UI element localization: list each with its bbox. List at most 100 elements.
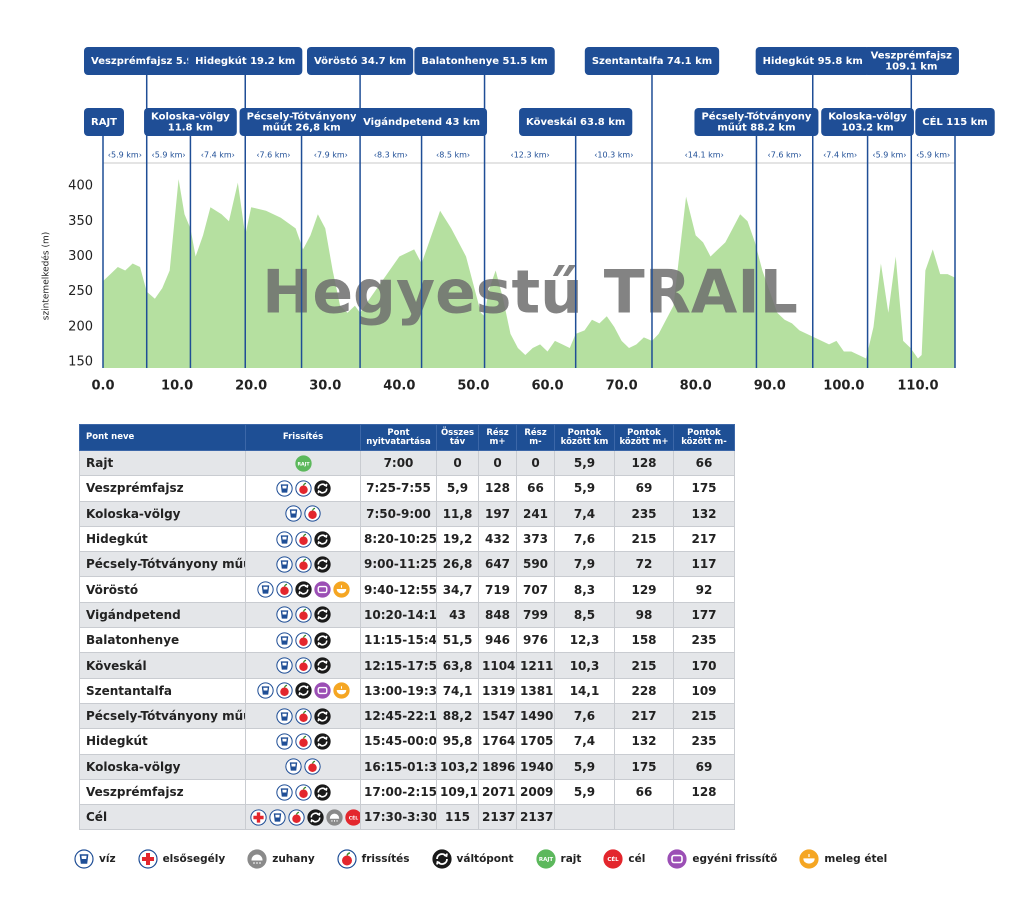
marker-label: Veszprémfajsz 5.9 km xyxy=(91,55,214,67)
marker-label: Vöröstó 34.7 km xyxy=(314,55,406,67)
icon-glyph xyxy=(302,710,306,714)
icon-glyph xyxy=(329,813,340,822)
icon-glyph xyxy=(283,583,287,587)
header-line: Frissítés xyxy=(282,432,324,442)
table-cell: 95,8 xyxy=(436,728,479,755)
table-cell: 17:00-2:15 xyxy=(360,778,437,806)
legend-label: egyéni frissítő xyxy=(692,853,778,865)
icon-glyph xyxy=(262,589,268,593)
icon xyxy=(431,849,452,869)
marker-label: Veszprémfajsz xyxy=(871,50,953,62)
table-cell: 132 xyxy=(673,500,735,527)
icon-bg xyxy=(294,682,312,699)
marker-label: 109.1 km xyxy=(885,62,937,73)
icon-bg xyxy=(313,783,331,801)
table-cell: 175 xyxy=(673,475,735,502)
icon-bg xyxy=(313,733,331,750)
table-cell: 9:00-11:25 xyxy=(360,551,437,578)
x-tick-label: 80.0 xyxy=(680,379,712,394)
marker-box xyxy=(84,47,222,75)
table-cell: 158 xyxy=(614,627,674,654)
marker-label: 103.2 km xyxy=(841,123,893,134)
icon-glyph xyxy=(289,762,298,771)
marker-box xyxy=(356,108,488,136)
point-name: Köveskál xyxy=(79,652,246,679)
table-cell: 10:20-14:10 xyxy=(360,601,437,629)
header-line: m- xyxy=(529,436,542,447)
point-name: Hidegkút xyxy=(79,525,246,553)
icon xyxy=(313,530,331,548)
table-cell: 1381 xyxy=(516,677,555,704)
table-cell: 590 xyxy=(516,551,555,578)
icon-glyph xyxy=(292,814,301,823)
icon-bg xyxy=(313,707,331,725)
icon xyxy=(275,682,293,699)
table-cell: 12:45-22:10 xyxy=(360,702,437,730)
refreshments xyxy=(245,475,361,502)
table-cell: 12:15-17:50 xyxy=(360,652,437,679)
icon-glyph xyxy=(280,484,288,493)
icon xyxy=(313,581,331,598)
table-cell: 2071 xyxy=(478,778,517,806)
table-cell: 0 xyxy=(436,449,479,477)
icon-glyph xyxy=(251,854,263,864)
table-cell: 0 xyxy=(516,449,555,477)
x-tick-label: 10.0 xyxy=(161,379,193,394)
icon-glyph xyxy=(310,812,321,823)
icon xyxy=(294,707,312,725)
marker-box xyxy=(915,108,995,136)
segment-label: ‹7.4 km› xyxy=(201,151,235,160)
icon xyxy=(332,581,350,598)
table-row: Rajt RAJT 7:00 0 0 0 5,9 128 66 xyxy=(79,449,735,477)
marker-label: Szentantalfa 74.1 km xyxy=(592,56,712,67)
icon-glyph xyxy=(262,690,268,694)
table-cell: 8,3 xyxy=(554,576,615,603)
segment-label: ‹7.4 km› xyxy=(823,151,857,160)
table-cell: 647 xyxy=(478,551,517,578)
point-name: Koloska-völgy xyxy=(79,753,246,780)
header-line: Pontok xyxy=(567,427,602,438)
icon-bg xyxy=(667,849,687,869)
icon xyxy=(285,505,302,522)
chart: Hegyestű TRAIL 150 200 250 300 350 400 szinteme… xyxy=(41,47,995,394)
icon xyxy=(313,480,331,497)
point-name: Rajt xyxy=(79,449,246,477)
icon-glyph xyxy=(291,513,296,517)
icon-glyph xyxy=(302,634,306,638)
table-cell: 14,1 xyxy=(554,677,615,704)
icon-glyph xyxy=(671,854,684,864)
icon-bg xyxy=(313,657,331,674)
icon xyxy=(275,530,293,548)
refreshments xyxy=(245,601,361,629)
table-cell: 72 xyxy=(614,551,674,578)
y-tick-label: 250 xyxy=(68,284,93,299)
x-tick-label: 60.0 xyxy=(531,379,563,394)
icon-glyph xyxy=(317,585,327,594)
header-line: m+ xyxy=(489,436,506,447)
refreshments xyxy=(245,500,361,527)
table-cell: 69 xyxy=(673,753,735,780)
header-line: Pont neve xyxy=(86,432,135,442)
table-cell: 228 xyxy=(614,677,674,704)
icon-bg xyxy=(313,682,331,699)
icon-badge: RAJT xyxy=(538,857,553,863)
icon xyxy=(275,480,293,497)
icon-glyph xyxy=(81,859,87,863)
icon-glyph xyxy=(289,509,298,518)
icon-glyph xyxy=(316,711,328,722)
icon-glyph xyxy=(141,853,154,865)
x-tick-label: 70.0 xyxy=(606,379,638,394)
table-cell: 217 xyxy=(614,702,674,730)
icon xyxy=(313,707,331,725)
icon-bg xyxy=(313,530,331,548)
segment-label: ‹7.9 km› xyxy=(314,151,348,160)
table-cell: 66 xyxy=(516,475,555,502)
icon-glyph xyxy=(281,614,287,618)
marker-label: Köveskál 63.8 km xyxy=(526,116,625,128)
table-cell: 8:20-10:25 xyxy=(360,525,437,553)
icon xyxy=(313,606,331,624)
refreshments xyxy=(245,576,361,603)
table-cell: 9:40-12:55 xyxy=(360,576,437,603)
marker-box xyxy=(755,47,870,75)
